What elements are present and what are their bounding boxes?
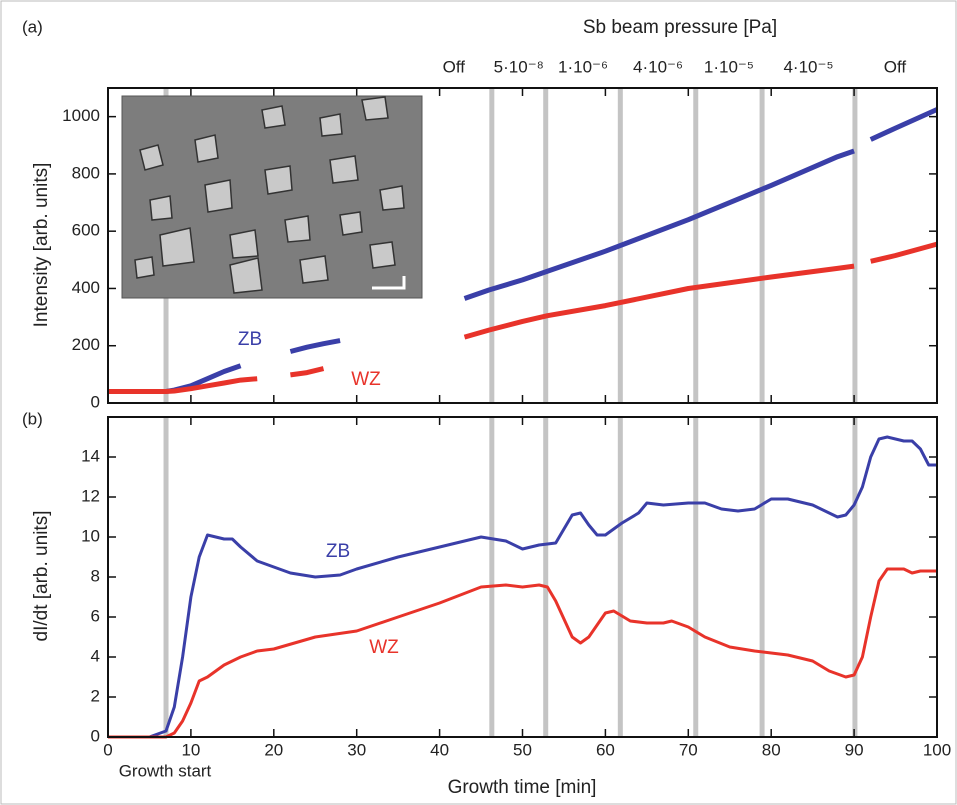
x-axis-label: Growth time [min] xyxy=(448,777,597,798)
y-tick-label: 400 xyxy=(72,278,100,297)
pressure-label: 4·10⁻⁵ xyxy=(783,57,833,76)
y-tick-label: 2 xyxy=(91,686,100,705)
series-line xyxy=(108,241,938,394)
y-tick-label: 14 xyxy=(81,446,100,465)
series-label: ZB xyxy=(238,329,262,350)
pressure-label: Off xyxy=(884,57,907,76)
y-tick-label: 6 xyxy=(91,606,100,625)
x-tick-label: 10 xyxy=(181,740,200,759)
y-tick-label: 10 xyxy=(81,526,100,545)
y-axis-label: Intensity [arb. units] xyxy=(31,163,52,328)
axes-frame xyxy=(107,416,938,738)
y-tick-label: 12 xyxy=(81,486,100,505)
x-tick-label: 100 xyxy=(923,740,951,759)
scale-bar xyxy=(372,276,406,290)
panel-label: (b) xyxy=(22,409,43,428)
y-tick-label: 0 xyxy=(91,392,100,411)
x-tick-label: 60 xyxy=(596,740,615,759)
y-tick-label: 1000 xyxy=(62,106,100,125)
y-tick-label: 600 xyxy=(72,221,100,240)
y-axis-label: dI/dt [arb. units] xyxy=(31,511,52,642)
top-axis-title: Sb beam pressure [Pa] xyxy=(583,17,777,38)
pressure-label: 1·10⁻⁵ xyxy=(704,57,754,76)
x-tick-label: 30 xyxy=(347,740,366,759)
inset-texture xyxy=(134,96,405,294)
axes-frame xyxy=(107,87,938,404)
y-tick-label: 4 xyxy=(91,646,100,665)
y-tick-label: 8 xyxy=(91,566,100,585)
series-line xyxy=(108,567,937,739)
panel-label: (a) xyxy=(22,17,43,36)
x-tick-label: 40 xyxy=(430,740,449,759)
y-tick-label: 800 xyxy=(72,163,100,182)
series-line xyxy=(108,435,937,739)
sem-inset xyxy=(121,95,423,299)
y-tick-label: 0 xyxy=(91,726,100,745)
y-tick-label: 200 xyxy=(72,335,100,354)
annotation: Growth start xyxy=(119,761,212,780)
x-tick-label: 0 xyxy=(103,740,112,759)
x-tick-label: 80 xyxy=(762,740,781,759)
x-tick-label: 50 xyxy=(513,740,532,759)
x-tick-label: 70 xyxy=(679,740,698,759)
series-label: ZB xyxy=(326,541,350,562)
pressure-label: 4·10⁻⁶ xyxy=(633,57,683,76)
series-label: WZ xyxy=(369,637,399,658)
x-tick-label: 20 xyxy=(264,740,283,759)
pressure-label: Off xyxy=(443,57,466,76)
pressure-label: 1·10⁻⁶ xyxy=(558,57,608,76)
series-label: WZ xyxy=(351,369,381,390)
plots: 0 200 400 600 800 1000 0 2 4 6 8 10 12 14 0 10 20 30 40 50 6… xyxy=(62,87,951,759)
x-tick-label: 90 xyxy=(845,740,864,759)
pressure-label: 5·10⁻⁸ xyxy=(494,57,544,76)
